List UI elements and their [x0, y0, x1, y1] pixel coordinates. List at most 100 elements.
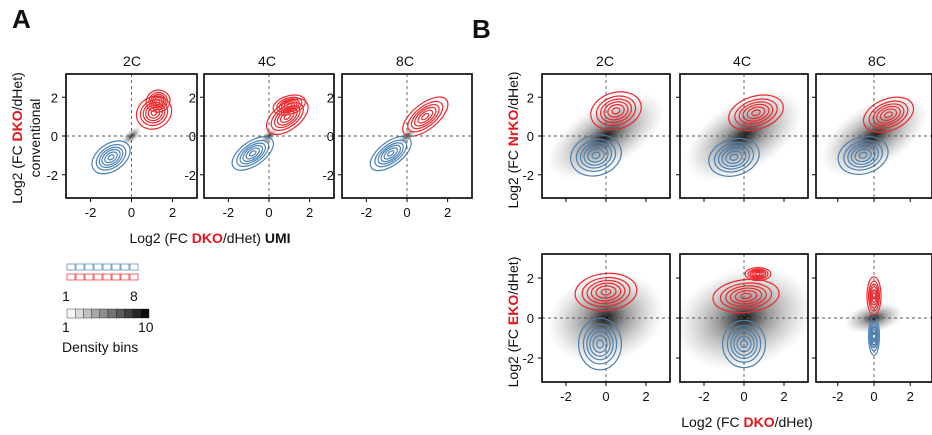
down-contour [383, 147, 398, 160]
panel-b-row2-ylabel: Log2 (FC EKO/dHet) [505, 257, 521, 388]
down-contour [377, 142, 404, 165]
contour-legend-cell [129, 273, 139, 281]
scatter-panel-9: -2 0 2 [812, 253, 932, 404]
highlight-text: DKO [744, 414, 775, 430]
up-contour [407, 100, 444, 133]
down-contour [596, 339, 604, 349]
x-tick-label: 2 [444, 205, 451, 220]
scatter-panel-1: -2 0 2 -2 0 2 [46, 73, 198, 220]
up-contour [410, 104, 440, 130]
down-contour [575, 138, 617, 172]
up-contour [150, 93, 167, 109]
y-tick-label: -2 [522, 168, 534, 183]
scatter-panel-5 [676, 73, 809, 202]
contour-legend-blue [66, 263, 139, 271]
up-contour [742, 103, 770, 122]
down-contour [587, 148, 605, 163]
density-legend-title: Density bins [62, 339, 138, 355]
y-tick-label: -2 [522, 351, 534, 366]
panel-a-ylabel: Log2 (FC DKO/dHet) [9, 72, 25, 204]
scatter-panel-3: -2 0 2 -2 0 2 [322, 73, 473, 220]
panel-a-ylabel-sub: conventional [27, 99, 43, 178]
down-contour [729, 153, 739, 161]
stage-label-b-8c: 8C [868, 53, 886, 69]
up-contour [862, 96, 915, 133]
scatter-panel-6 [812, 73, 932, 202]
up-contour [872, 103, 905, 127]
density-legend-cell [99, 308, 109, 319]
up-contour [276, 96, 303, 114]
down-contour [589, 331, 611, 357]
panel-b-row1-ylabel: Log2 (FC NrKO/dHet) [505, 72, 521, 209]
up-contour [148, 91, 168, 111]
up-contour [581, 276, 631, 308]
density-legend-cell [124, 308, 133, 319]
down-contour [369, 135, 412, 172]
down-contour [101, 148, 121, 166]
x-tick-label: -2 [698, 389, 710, 404]
up-contour [603, 101, 629, 121]
up-contour [586, 279, 626, 305]
down-contour [374, 139, 408, 168]
up-contour [402, 96, 449, 137]
x-tick-label: -2 [223, 205, 235, 220]
x-tick-label: 0 [870, 389, 877, 404]
up-contour [145, 89, 171, 113]
scatter-panel-7: -2 0 2 -2 0 2 [522, 253, 671, 404]
contour-legend-cell [66, 273, 76, 281]
x-tick-label: 2 [169, 205, 176, 220]
contour-legend-cell [102, 273, 112, 281]
up-contour [751, 270, 765, 278]
up-contour [876, 105, 901, 124]
y-tick-label: -2 [184, 168, 196, 183]
down-contour [708, 137, 760, 177]
up-contour [749, 269, 767, 279]
up-contour [729, 287, 763, 305]
down-contour [579, 142, 613, 169]
up-contour [155, 98, 161, 104]
down-contour [248, 150, 257, 157]
up-contour [734, 289, 758, 303]
down-contour [850, 145, 876, 165]
up-contour [744, 266, 772, 282]
up-contour [421, 112, 430, 121]
down-contour [591, 151, 601, 160]
x-tick-label: 2 [907, 389, 914, 404]
up-contour [751, 109, 761, 117]
x-tick-label: -2 [560, 389, 572, 404]
up-contour [595, 95, 637, 127]
density-legend-cell [91, 308, 100, 319]
contour-legend-cell [84, 263, 94, 271]
down-contour [858, 151, 868, 159]
down-contour [98, 146, 124, 169]
up-contour [413, 106, 437, 127]
y-tick-label: 2 [527, 90, 534, 105]
contour-legend-cell [120, 273, 130, 281]
plot-area [91, 89, 173, 175]
down-contour [837, 135, 889, 175]
umi-label: UMI [265, 230, 291, 246]
plot-area [231, 94, 309, 171]
up-contour [868, 100, 909, 129]
up-contour [719, 282, 773, 310]
down-contour [854, 148, 872, 163]
contour-legend-min: 1 [62, 288, 70, 304]
up-contour [278, 98, 300, 112]
down-contour [245, 147, 261, 160]
up-contour [728, 94, 784, 132]
down-contour [380, 144, 402, 163]
up-contour [725, 285, 767, 307]
density-legend-cell [66, 308, 76, 319]
x-tick-label: 2 [780, 389, 787, 404]
up-contour [590, 91, 642, 131]
y-tick-label: 0 [527, 129, 534, 144]
density-legend-cell [83, 308, 92, 319]
x-tick-label: 0 [265, 205, 272, 220]
y-tick-label: -2 [46, 168, 58, 183]
up-contour [746, 106, 766, 120]
contour-legend-cell [84, 273, 94, 281]
up-contour [884, 111, 893, 119]
contour-legend-red [66, 273, 139, 281]
y-tick-label: 0 [51, 129, 58, 144]
